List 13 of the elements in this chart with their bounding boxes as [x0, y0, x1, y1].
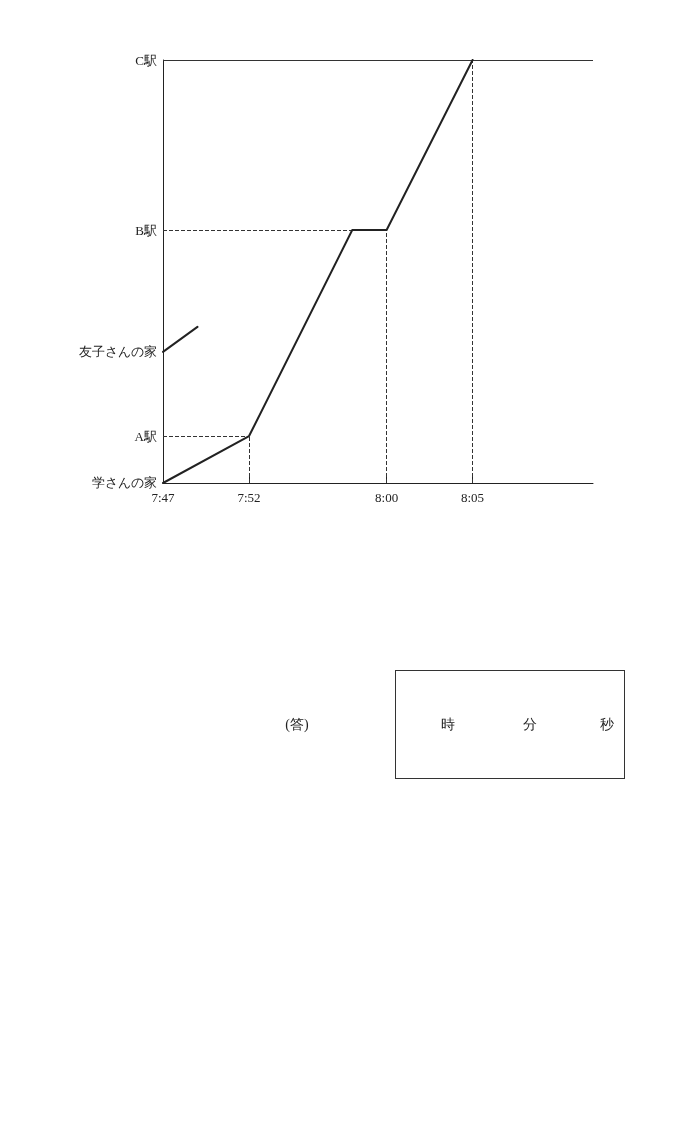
- annotation: 学さんの家: [92, 474, 157, 492]
- ref-line-label: A駅: [134, 428, 157, 444]
- x-tick-label: 8:05: [461, 490, 485, 505]
- text: 分: [523, 716, 537, 734]
- x-tick-label: 7:52: [237, 490, 261, 505]
- x-tick-label: 7:47: [151, 490, 176, 505]
- annotation: 友子さんの家: [79, 342, 157, 361]
- ref-line-label: B駅: [135, 222, 157, 238]
- ref-line-label: C駅: [135, 52, 157, 68]
- text: 時: [441, 716, 455, 734]
- text: 秒: [600, 716, 614, 734]
- x-tick-label: 8:00: [375, 490, 399, 505]
- text: (答): [285, 716, 309, 734]
